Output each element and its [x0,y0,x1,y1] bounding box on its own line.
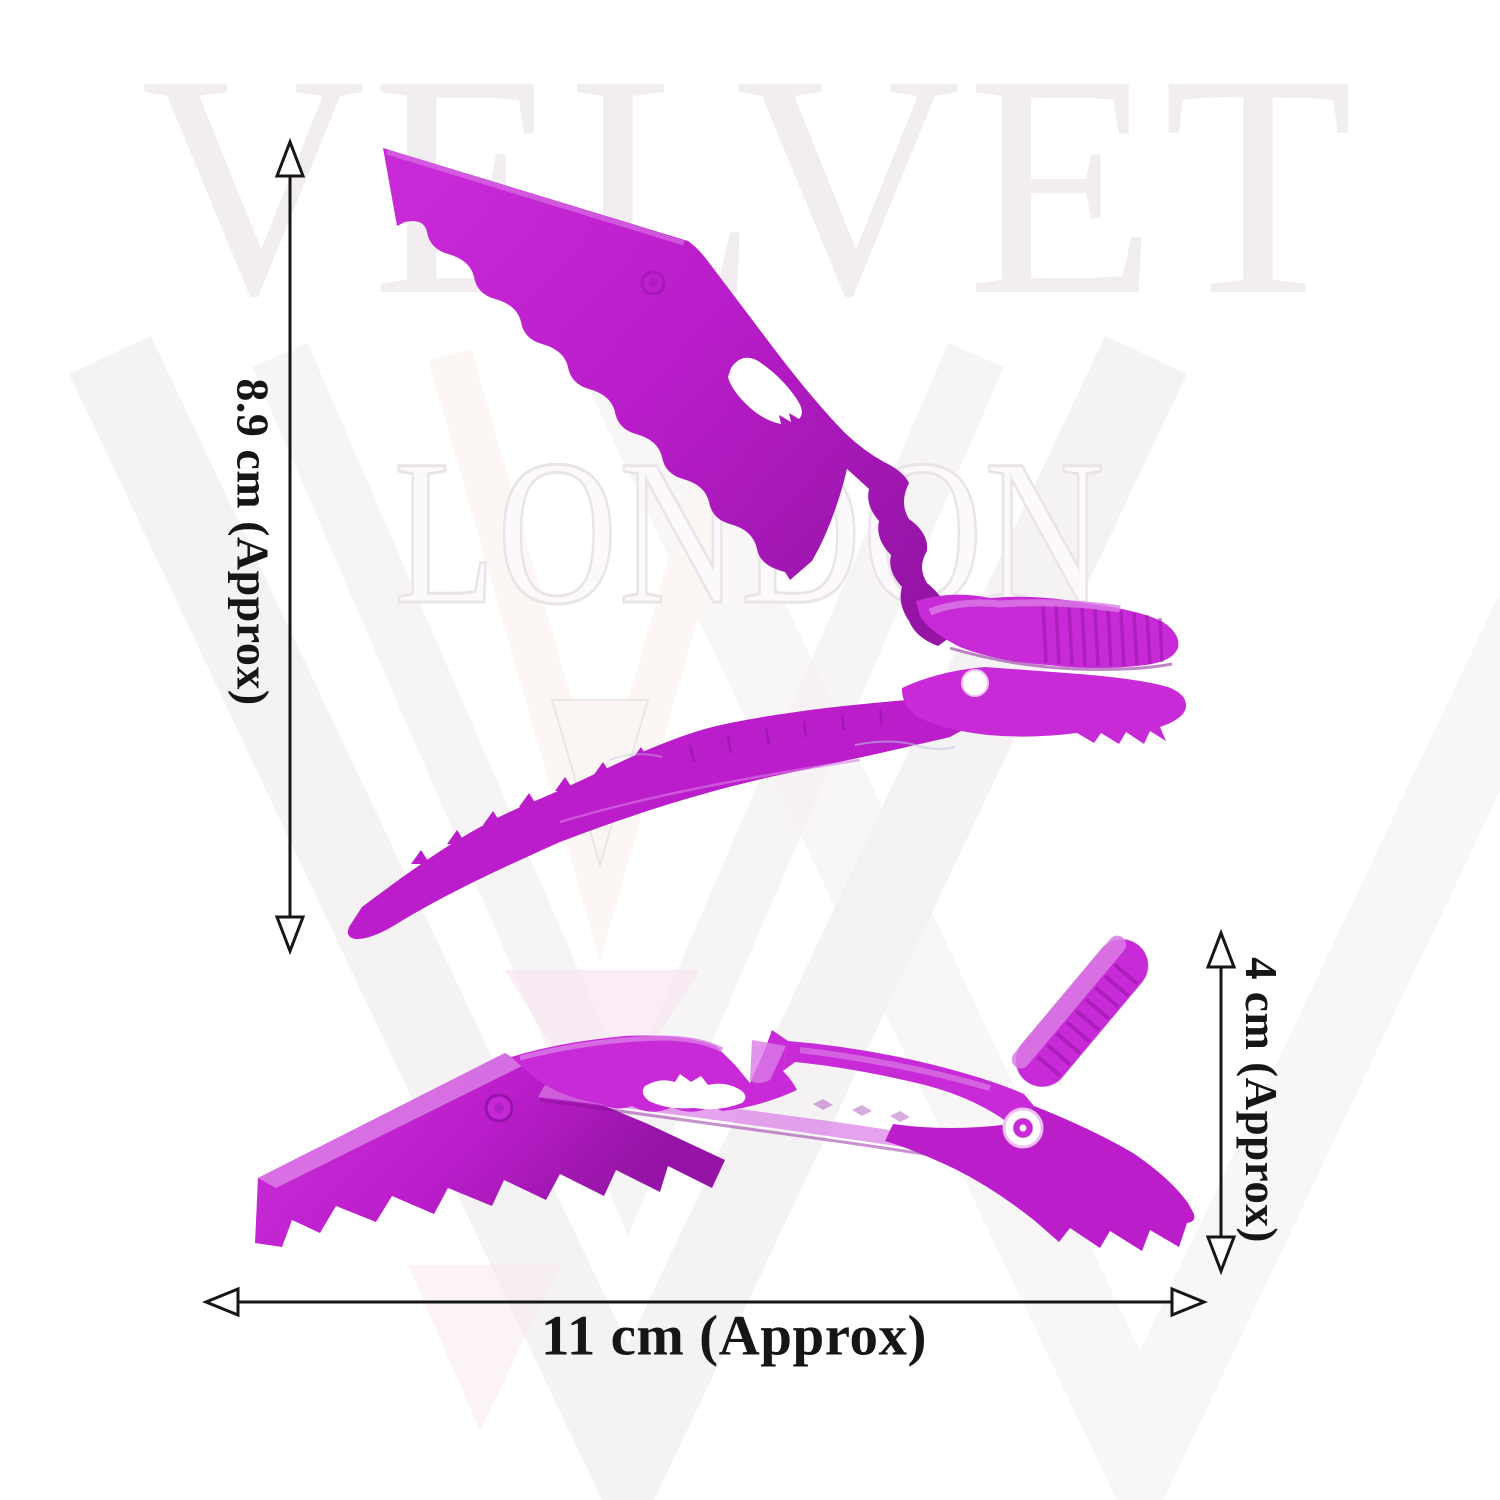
open-clip-pivot-hole [961,669,989,697]
arrowhead-right-icon [1170,1286,1208,1318]
open-clip-comb-marks [688,709,884,763]
closed-height-label: 4 cm (Approx) [1236,957,1286,1243]
open-clip-eye-cutout [728,357,802,424]
closed-clip-frame-highlight [519,1035,724,1061]
watermark-chevron-inner [428,348,772,962]
open-clip-mouth-seam [949,646,1173,671]
arrowhead-down-icon [1205,1235,1237,1276]
closed-clip-crossing-face [750,1040,786,1083]
closed-clip-arm-highlight [799,1047,991,1091]
length-dimension-arrow [202,1286,1208,1318]
open-clip-tail [347,699,985,940]
open-clip-upper-pad [916,594,1179,668]
closed-clip-rivet [484,1093,514,1123]
watermark-pink-v-bottom [408,1265,560,1430]
open-clip-tail-groove [559,758,861,824]
hair-filament [609,753,663,761]
arrowhead-up-icon [274,137,306,178]
open-clip-illustration [347,148,1187,940]
open-clip-pad-ribs [1041,603,1164,667]
closed-clip-jaw [885,1106,1195,1251]
closed-height-dimension-arrow [1205,928,1237,1276]
closed-clip-illustration [255,935,1195,1251]
open-clip-blade-ridge-highlight [386,149,685,246]
open-clip-rivet-center [648,278,658,288]
closed-clip-blade-top-face [258,1053,524,1188]
open-clip-tail-teeth [411,747,650,864]
open-height-dimension-arrow [274,137,306,956]
open-height-label: 8.9 cm (Approx) [227,378,279,706]
arrowhead-down-icon [274,915,306,956]
closed-clip-thumb-pad [1011,935,1149,1088]
open-clip-blade [383,148,956,646]
arrowhead-left-icon [202,1286,240,1318]
open-clip-rivet [640,270,666,296]
closed-clip-bat-cutout [642,1074,746,1110]
watermark-brand-name: VELVET [140,9,1360,361]
arrowhead-up-icon [1205,928,1237,969]
length-label: 11 cm (Approx) [541,1304,927,1368]
closed-clip-blade [255,1053,725,1247]
hair-filament [854,740,956,751]
closed-clip-comb-marks [813,1099,910,1122]
closed-clip-pivot-center [1019,1124,1027,1132]
closed-clip-upper-arm [783,1041,1034,1124]
open-clip-pad-highlight [928,599,1121,616]
closed-clip-rivet-center [494,1103,504,1113]
